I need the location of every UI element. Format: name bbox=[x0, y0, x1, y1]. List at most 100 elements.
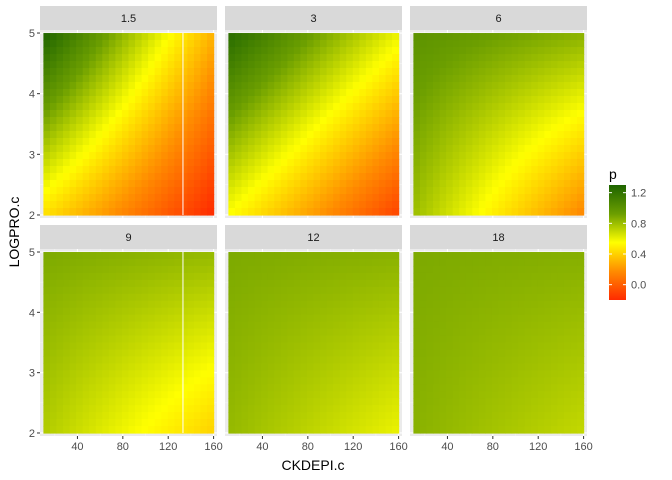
heatmap-tile bbox=[346, 335, 354, 344]
heatmap-tile bbox=[478, 272, 487, 281]
heatmap-tile bbox=[267, 321, 275, 330]
heatmap-tile bbox=[392, 200, 400, 209]
heatmap-tile bbox=[121, 207, 130, 216]
heatmap-tile bbox=[511, 258, 519, 267]
heatmap-tile bbox=[465, 47, 473, 55]
heatmap-tile bbox=[280, 117, 288, 125]
heatmap-tile bbox=[148, 293, 156, 302]
heatmap-tile bbox=[108, 321, 117, 330]
heatmap-tile bbox=[413, 426, 421, 434]
heatmap-tile bbox=[385, 110, 393, 118]
heatmap-tile bbox=[187, 300, 195, 309]
heatmap-tile bbox=[452, 349, 460, 358]
heatmap-tile bbox=[372, 89, 380, 97]
heatmap-tile bbox=[524, 412, 532, 420]
heatmap-tile bbox=[563, 186, 572, 195]
heatmap-tile bbox=[413, 33, 421, 41]
heatmap-tile bbox=[63, 252, 71, 260]
heatmap-tile bbox=[254, 279, 262, 288]
heatmap-tile bbox=[419, 398, 428, 406]
heatmap-tile bbox=[378, 47, 387, 55]
heatmap-tile bbox=[346, 279, 354, 288]
heatmap-tile bbox=[550, 419, 559, 427]
heatmap-tile bbox=[69, 179, 77, 188]
heatmap-tile bbox=[95, 40, 103, 48]
heatmap-tile bbox=[287, 307, 295, 316]
heatmap-tile bbox=[544, 307, 552, 316]
heatmap-tile bbox=[544, 356, 552, 364]
heatmap-tile bbox=[76, 356, 84, 364]
heatmap-tile bbox=[419, 200, 428, 209]
heatmap-tile bbox=[426, 314, 434, 323]
heatmap-tile bbox=[452, 342, 460, 351]
heatmap-tile bbox=[95, 328, 103, 337]
heatmap-tile bbox=[433, 33, 441, 41]
heatmap-tile bbox=[174, 186, 182, 195]
heatmap-tile bbox=[550, 412, 559, 420]
heatmap-tile bbox=[346, 131, 354, 139]
heatmap-tile bbox=[254, 258, 262, 267]
heatmap-tile bbox=[531, 426, 539, 434]
heatmap-tile bbox=[261, 272, 269, 281]
heatmap-tile bbox=[174, 377, 182, 385]
heatmap-tile bbox=[43, 96, 51, 104]
heatmap-tile bbox=[465, 82, 473, 90]
heatmap-tile bbox=[63, 363, 71, 371]
heatmap-tile bbox=[478, 207, 487, 216]
heatmap-tile bbox=[63, 165, 71, 174]
heatmap-tile bbox=[524, 200, 532, 209]
heatmap-tile bbox=[69, 391, 77, 399]
heatmap-tile bbox=[82, 68, 90, 76]
heatmap-tile bbox=[498, 158, 506, 167]
heatmap-tile bbox=[485, 356, 493, 364]
heatmap-tile bbox=[544, 293, 552, 302]
heatmap-tile bbox=[313, 342, 321, 351]
y-axis-title: LOGPRO.c bbox=[6, 197, 22, 268]
heatmap-tile bbox=[485, 40, 493, 48]
heatmap-tile bbox=[359, 321, 367, 330]
heatmap-tile bbox=[465, 33, 473, 41]
heatmap-tile bbox=[180, 75, 189, 83]
heatmap-tile bbox=[121, 165, 130, 174]
heatmap-tile bbox=[333, 40, 341, 48]
heatmap-tile bbox=[141, 33, 149, 41]
heatmap-tile bbox=[339, 335, 347, 344]
heatmap-tile bbox=[254, 82, 262, 90]
heatmap-tile bbox=[82, 151, 90, 160]
heatmap-tile bbox=[498, 33, 506, 41]
heatmap-tile bbox=[577, 321, 585, 330]
heatmap-tile bbox=[306, 405, 315, 413]
heatmap-tile bbox=[359, 179, 367, 188]
heatmap-tile bbox=[433, 293, 441, 302]
heatmap-tile bbox=[550, 335, 559, 344]
heatmap-tile bbox=[267, 391, 275, 399]
heatmap-tile bbox=[465, 172, 473, 181]
heatmap-tile bbox=[207, 61, 215, 69]
heatmap-tile bbox=[459, 370, 467, 378]
heatmap-tile bbox=[141, 207, 149, 216]
heatmap-tile bbox=[505, 186, 513, 195]
heatmap-tile bbox=[43, 356, 51, 364]
heatmap-tile bbox=[267, 193, 275, 202]
heatmap-tile bbox=[76, 117, 84, 125]
heatmap-tile bbox=[333, 370, 341, 378]
heatmap-tile bbox=[141, 172, 149, 181]
heatmap-tile bbox=[274, 33, 282, 41]
heatmap-tile bbox=[300, 200, 308, 209]
heatmap-tile bbox=[102, 370, 110, 378]
heatmap-tile bbox=[498, 68, 506, 76]
heatmap-tile bbox=[320, 40, 328, 48]
heatmap-tile bbox=[333, 300, 341, 309]
heatmap-tile bbox=[43, 419, 51, 427]
heatmap-tile bbox=[419, 151, 428, 160]
heatmap-tile bbox=[372, 300, 380, 309]
heatmap-tile bbox=[359, 300, 367, 309]
heatmap-tile bbox=[187, 103, 195, 111]
heatmap-tile bbox=[128, 33, 136, 41]
heatmap-tile bbox=[108, 89, 117, 97]
heatmap-tile bbox=[419, 96, 428, 104]
heatmap-tile bbox=[346, 349, 354, 358]
heatmap-tile bbox=[167, 186, 175, 195]
heatmap-tile bbox=[518, 258, 526, 267]
heatmap-tile bbox=[485, 47, 493, 55]
